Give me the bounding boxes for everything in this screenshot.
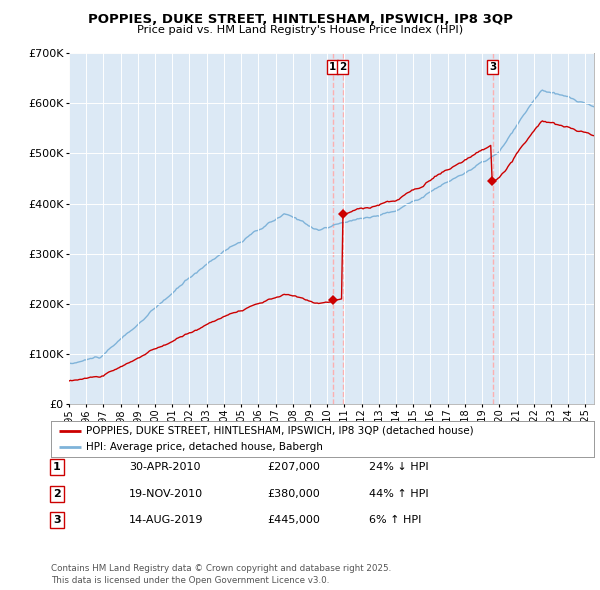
Text: Price paid vs. HM Land Registry's House Price Index (HPI): Price paid vs. HM Land Registry's House … bbox=[137, 25, 463, 35]
Text: 2: 2 bbox=[339, 62, 346, 72]
Text: £445,000: £445,000 bbox=[267, 516, 320, 525]
Text: 19-NOV-2010: 19-NOV-2010 bbox=[129, 489, 203, 499]
Text: 3: 3 bbox=[489, 62, 496, 72]
Text: £207,000: £207,000 bbox=[267, 463, 320, 472]
Text: POPPIES, DUKE STREET, HINTLESHAM, IPSWICH, IP8 3QP (detached house): POPPIES, DUKE STREET, HINTLESHAM, IPSWIC… bbox=[86, 425, 474, 435]
Text: 24% ↓ HPI: 24% ↓ HPI bbox=[369, 463, 428, 472]
Text: 30-APR-2010: 30-APR-2010 bbox=[129, 463, 200, 472]
Text: 1: 1 bbox=[329, 62, 337, 72]
Text: £380,000: £380,000 bbox=[267, 489, 320, 499]
Text: 14-AUG-2019: 14-AUG-2019 bbox=[129, 516, 203, 525]
Text: HPI: Average price, detached house, Babergh: HPI: Average price, detached house, Babe… bbox=[86, 442, 323, 453]
Text: Contains HM Land Registry data © Crown copyright and database right 2025.
This d: Contains HM Land Registry data © Crown c… bbox=[51, 565, 391, 585]
Text: 6% ↑ HPI: 6% ↑ HPI bbox=[369, 516, 421, 525]
Text: 44% ↑ HPI: 44% ↑ HPI bbox=[369, 489, 428, 499]
Text: POPPIES, DUKE STREET, HINTLESHAM, IPSWICH, IP8 3QP: POPPIES, DUKE STREET, HINTLESHAM, IPSWIC… bbox=[88, 13, 512, 26]
Text: 1: 1 bbox=[53, 463, 61, 472]
Text: 2: 2 bbox=[53, 489, 61, 499]
Text: 3: 3 bbox=[53, 516, 61, 525]
